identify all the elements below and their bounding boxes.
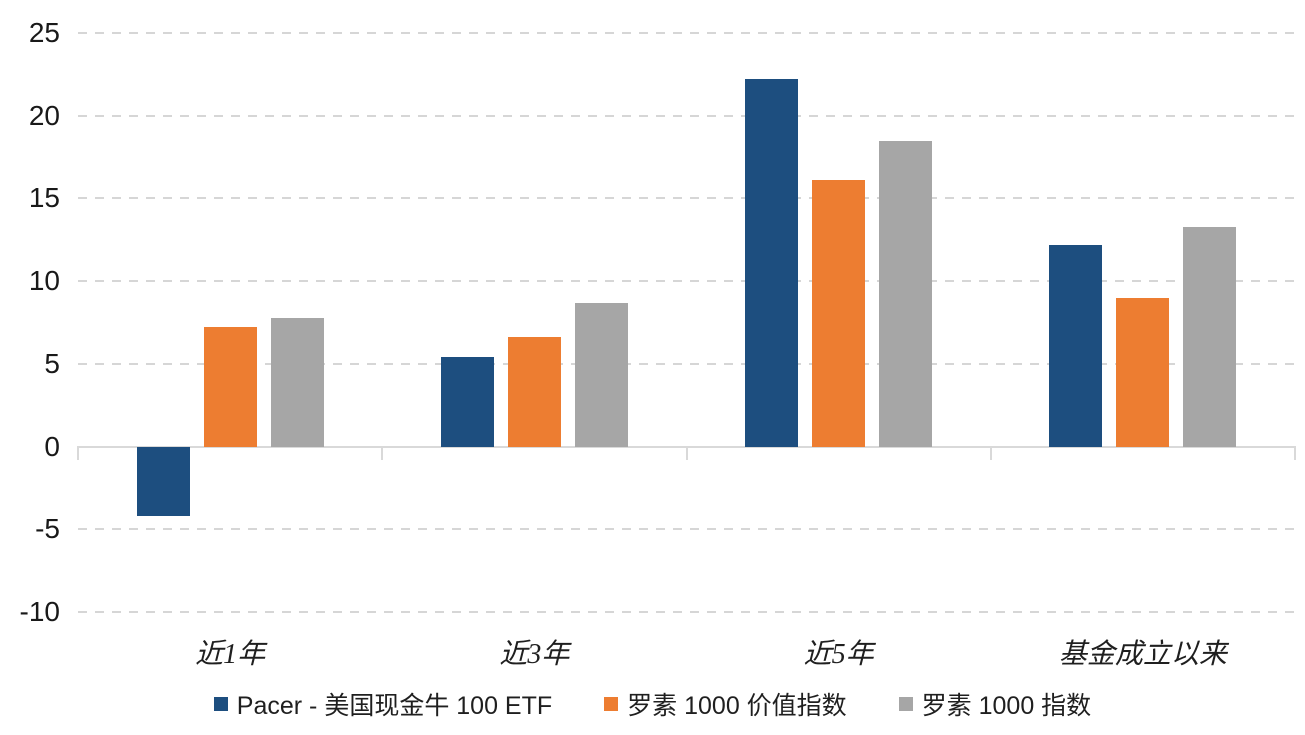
bar-近3年-s1 (507, 337, 561, 447)
legend-item-2: 罗素 1000 指数 (898, 686, 1092, 722)
y-tick-label-15: 15 (28, 182, 60, 214)
gridline-y-10 (78, 280, 1295, 283)
axis-tick (381, 445, 384, 460)
legend-label: Pacer - 美国现金牛 100 ETF (236, 692, 553, 720)
y-tick-label-10: 10 (28, 265, 60, 297)
legend-item-1: 罗素 1000 价值指数 (604, 686, 847, 722)
gridline-y--5 (78, 528, 1295, 531)
y-tick-label--5: -5 (35, 513, 60, 545)
category-label-近3年: 近3年 (499, 639, 570, 670)
gridline-y--10 (78, 611, 1295, 613)
gridline-y-25 (78, 32, 1295, 34)
bar-近1年-s0 (136, 446, 190, 517)
axis-tick (77, 445, 79, 460)
y-tick-label-5: 5 (44, 347, 60, 379)
bar-近5年-s0 (745, 79, 799, 447)
legend: Pacer - 美国现金牛 100 ETF 罗素 1000 价值指数 罗素 1000… (0, 686, 1305, 722)
bar-近3年-s2 (574, 302, 628, 447)
legend-marker-icon (898, 697, 913, 711)
gridline-y-20 (78, 114, 1295, 117)
bar-近3年-s0 (440, 357, 494, 447)
category-label-基金成立以来: 基金成立以来 (1058, 639, 1227, 670)
gridline-y-5 (78, 362, 1295, 365)
bar-近1年-s1 (203, 327, 257, 447)
legend-item-0: Pacer - 美国现金牛 100 ETF (213, 686, 553, 722)
bar-基金成立以来-s1 (1116, 297, 1170, 447)
bar-近5年-s2 (879, 140, 933, 447)
legend-marker-icon (604, 697, 619, 711)
axis-tick (685, 445, 688, 460)
y-tick-label-20: 20 (28, 99, 60, 131)
category-label-近1年: 近1年 (195, 639, 266, 670)
bar-近5年-s1 (812, 180, 866, 447)
axis-tick (989, 445, 992, 460)
y-tick-label--10: -10 (19, 596, 60, 627)
y-tick-label-25: 25 (28, 17, 60, 48)
legend-label: 罗素 1000 指数 (921, 692, 1092, 720)
legend-label: 罗素 1000 价值指数 (627, 692, 847, 720)
bar-近1年-s2 (270, 317, 324, 447)
y-tick-label-0: 0 (44, 430, 60, 462)
bar-基金成立以来-s0 (1049, 244, 1103, 447)
legend-marker-icon (213, 697, 228, 711)
bar-基金成立以来-s2 (1183, 226, 1237, 447)
gridline-y-15 (78, 197, 1295, 200)
axis-tick (1294, 445, 1296, 460)
category-label-近5年: 近5年 (803, 639, 874, 670)
